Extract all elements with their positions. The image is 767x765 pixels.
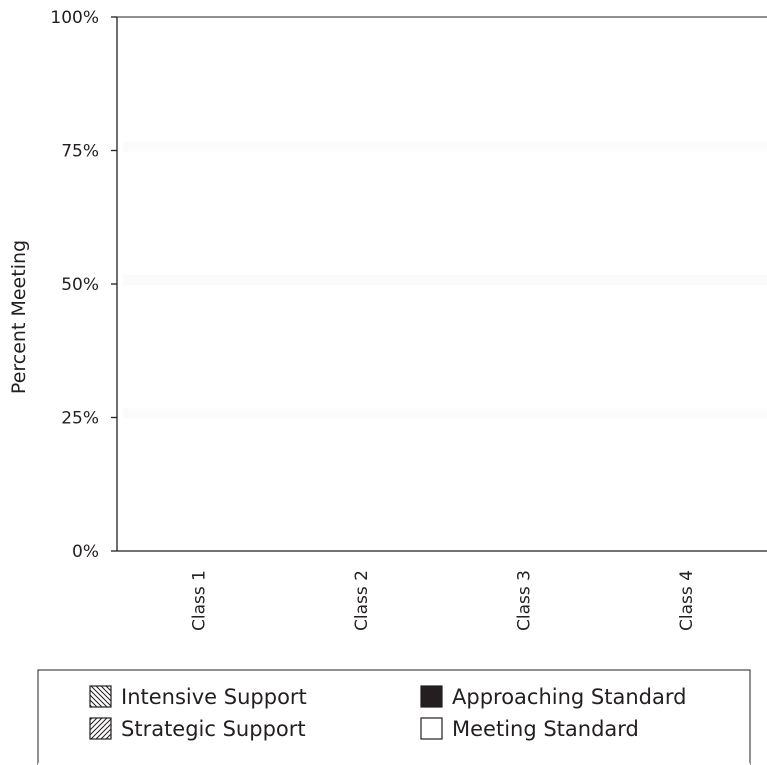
legend-swatch [89,685,112,708]
y-tick-label: 25% [61,409,99,429]
legend-label: Meeting Standard [452,717,639,741]
y-axis-title: Percent Meeting [8,240,30,394]
legend-label: Strategic Support [121,717,306,741]
y-tick-label: 50% [61,275,99,295]
legend: Intensive Support Strategic Support Approa… [89,685,686,741]
legend-swatch [420,685,443,708]
legend-label: Approaching Standard [452,685,686,709]
y-axis-ticks: 0% 25% 50% 75% 100% [50,8,117,562]
grid-lines [123,141,767,419]
x-tick-label: Class 2 [352,570,372,631]
legend-label: Intensive Support [121,685,307,709]
legend-swatch [89,717,112,740]
x-tick-label: Class 1 [189,570,209,631]
x-axis-ticks: Class 1 Class 2 Class 3 Class 4 [189,570,697,631]
y-tick-label: 100% [50,8,99,28]
y-tick-label: 0% [72,542,99,562]
legend-box [37,669,751,765]
y-tick-label: 75% [61,142,99,162]
legend-swatch [420,717,443,740]
x-tick-label: Class 4 [677,570,697,631]
x-tick-label: Class 3 [514,570,534,631]
